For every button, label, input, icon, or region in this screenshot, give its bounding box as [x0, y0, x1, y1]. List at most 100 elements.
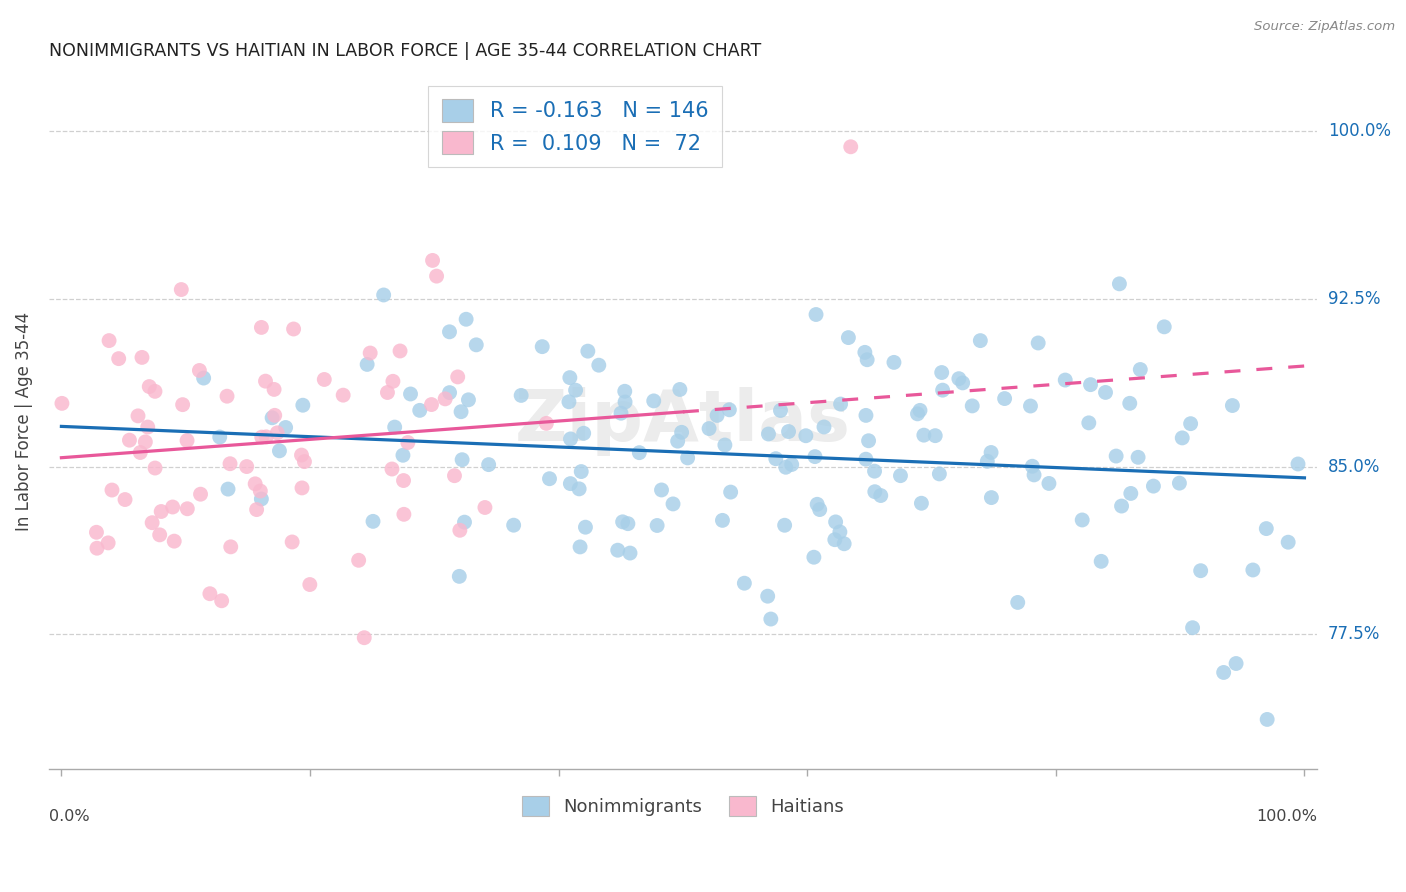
Point [141, 516, 163, 530]
Point [628, 445, 651, 459]
Point [574, 520, 596, 534]
Point [456, 312, 478, 326]
Point [769, 403, 792, 417]
Point [114, 492, 136, 507]
Point [645, 518, 668, 533]
Point [858, 434, 880, 448]
Point [453, 515, 475, 529]
Point [443, 468, 465, 483]
Point [558, 394, 581, 409]
Point [1153, 319, 1175, 334]
Point [803, 550, 825, 565]
Point [1212, 665, 1234, 680]
Point [98, 334, 121, 348]
Point [560, 476, 582, 491]
Point [617, 516, 640, 531]
Point [1019, 399, 1042, 413]
Point [263, 409, 285, 423]
Point [198, 587, 221, 601]
Point [97, 536, 120, 550]
Point [1126, 450, 1149, 465]
Point [614, 395, 637, 409]
Point [706, 409, 728, 423]
Point [107, 351, 129, 366]
Point [538, 472, 561, 486]
Point [409, 403, 432, 417]
Point [569, 540, 592, 554]
Point [373, 288, 395, 302]
Point [1180, 417, 1202, 431]
Point [274, 420, 297, 434]
Point [1026, 336, 1049, 351]
Point [889, 468, 911, 483]
Point [457, 392, 479, 407]
Point [163, 534, 186, 549]
Point [1168, 476, 1191, 491]
Point [450, 405, 472, 419]
Point [813, 420, 835, 434]
Point [283, 322, 305, 336]
Point [290, 448, 312, 462]
Point [1119, 396, 1142, 410]
Point [208, 430, 231, 444]
Point [863, 464, 886, 478]
Point [676, 450, 699, 465]
Point [392, 448, 415, 462]
Point [138, 379, 160, 393]
Point [948, 372, 970, 386]
Point [908, 403, 931, 417]
Point [1129, 362, 1152, 376]
Point [568, 482, 591, 496]
Point [804, 308, 827, 322]
Point [250, 320, 273, 334]
Point [449, 523, 471, 537]
Point [855, 409, 877, 423]
Point [980, 445, 1002, 459]
Point [1256, 713, 1278, 727]
Point [569, 465, 592, 479]
Point [269, 443, 291, 458]
Point [662, 497, 685, 511]
Y-axis label: In Labor Force | Age 35-44: In Labor Force | Age 35-44 [15, 312, 32, 532]
Point [560, 432, 582, 446]
Point [1119, 486, 1142, 500]
Point [1171, 431, 1194, 445]
Point [134, 434, 156, 449]
Point [643, 393, 665, 408]
Point [451, 452, 474, 467]
Point [931, 383, 953, 397]
Point [381, 462, 404, 476]
Point [1225, 657, 1247, 671]
Point [980, 491, 1002, 505]
Point [361, 514, 384, 528]
Point [1080, 377, 1102, 392]
Point [837, 330, 859, 344]
Point [839, 140, 862, 154]
Point [250, 430, 273, 444]
Point [610, 406, 633, 420]
Point [832, 537, 855, 551]
Point [263, 383, 285, 397]
Point [994, 392, 1017, 406]
Point [931, 366, 953, 380]
Point [671, 425, 693, 440]
Point [759, 612, 782, 626]
Point [392, 508, 415, 522]
Point [1111, 499, 1133, 513]
Point [434, 392, 457, 406]
Point [907, 407, 929, 421]
Point [149, 528, 172, 542]
Point [172, 398, 194, 412]
Point [314, 372, 336, 386]
Point [150, 504, 173, 518]
Point [101, 483, 124, 497]
Point [576, 344, 599, 359]
Point [714, 438, 737, 452]
Point [262, 410, 284, 425]
Point [1241, 563, 1264, 577]
Point [806, 497, 828, 511]
Point [1054, 373, 1077, 387]
Text: ZipAtlas: ZipAtlas [515, 387, 851, 457]
Point [86, 525, 108, 540]
Point [853, 345, 876, 359]
